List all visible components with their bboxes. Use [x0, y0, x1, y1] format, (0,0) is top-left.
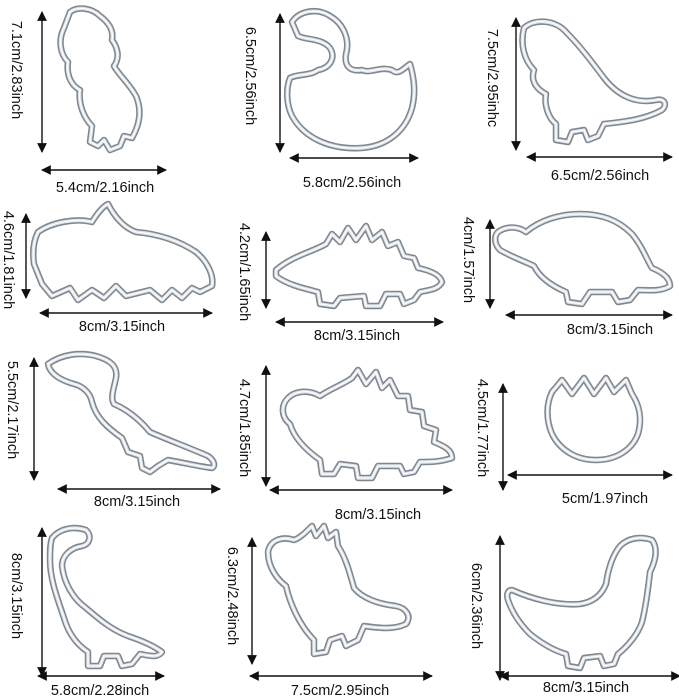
dimensions-brachiosaurus: 8cm/3.15inch 5.8cm/2.28inch: [8, 527, 165, 698]
cutter-outline-metal: [31, 202, 215, 302]
cutter-outline-highlight: [59, 7, 141, 151]
cookie-cutter-raptor: [44, 350, 218, 476]
cutter-outline-highlight: [32, 203, 213, 301]
height-label: 6.3cm/2.48inch: [224, 547, 240, 645]
cutter-outline-highlight: [282, 369, 453, 479]
dimensions-diplodocus: 6cm/2.36inch 8cm/3.15inch: [468, 535, 679, 696]
cutter-outline-metal: [46, 352, 216, 474]
cutter-outline-shadow: [284, 7, 418, 152]
cookie-cutter-brachiosaurus: [46, 524, 166, 670]
cutter-outline-shadow: [519, 18, 669, 146]
cookie-cutter-stegosaurus-spiky: [279, 366, 456, 482]
height-label: 6cm/2.36inch: [468, 563, 484, 649]
cookie-cutter-triceratops: [29, 200, 216, 304]
width-label: 8cm/3.15inch: [543, 680, 629, 696]
dimensions-raptor: 5.5cm/2.17inch 8cm/3.15inch: [4, 357, 221, 510]
width-label: 8cm/3.15inch: [335, 507, 421, 523]
cutter-outline-highlight: [546, 377, 641, 461]
height-label: 4.7cm/1.85inch: [236, 379, 252, 477]
dimensions-turtle-dino: 4cm/1.57inch 8cm/3.15inch: [460, 217, 673, 338]
cutter-outline-highlight: [506, 537, 657, 669]
height-label: 4.2cm/1.65inch: [236, 223, 252, 321]
dimensions-trex-adult: 7.5cm/2.95inhc 6.5cm/2.56inch: [484, 17, 673, 184]
cutter-outline-metal: [285, 9, 416, 150]
cutter-shapes: [29, 5, 674, 672]
height-label: 4.5cm/1.77inch: [474, 379, 490, 477]
cutter-outline-highlight: [47, 353, 215, 473]
width-label: 7.5cm/2.95inch: [291, 683, 389, 698]
width-label: 8cm/3.15inch: [79, 319, 165, 335]
cutter-outline-shadow: [29, 200, 216, 304]
cookie-cutter-dino-hatching-egg: [284, 7, 418, 152]
cutter-outline-highlight: [49, 527, 163, 667]
width-label: 8cm/3.15inch: [94, 494, 180, 510]
dimensions-stegosaurus-spiky: 4.7cm/1.85inch 8cm/3.15inch: [236, 365, 453, 523]
cookie-cutter-baby-dino-spiky: [264, 522, 412, 658]
dimensions-triceratops: 4.6cm/1.81inch 8cm/3.15inch: [0, 211, 213, 335]
width-label: 8cm/3.15inch: [314, 328, 400, 344]
dimensions-stegosaurus: 4.2cm/1.65inch 8cm/3.15inch: [236, 223, 444, 344]
cutter-outline-highlight: [267, 525, 409, 655]
width-label: 5cm/1.97inch: [562, 491, 648, 507]
height-label: 4.6cm/1.81inch: [0, 211, 16, 309]
width-label: 6.5cm/2.56inch: [551, 168, 649, 184]
cutter-outline-highlight: [521, 21, 666, 143]
cutter-outline-shadow: [57, 5, 143, 154]
dimensions-baby-dino-spiky: 6.3cm/2.48inch 7.5cm/2.95inch: [224, 537, 433, 698]
cutter-outline-highlight: [275, 225, 443, 307]
cookie-cutter-cracked-egg: [544, 374, 644, 464]
cookie-cutter-diplodocus: [503, 534, 659, 672]
height-label: 7.1cm/2.83inch: [8, 21, 24, 119]
height-label: 4cm/1.57inch: [460, 217, 476, 303]
dimensions-trex-baby: 7.1cm/2.83inch 5.4cm/2.16inch: [8, 11, 167, 196]
height-label: 6.5cm/2.56inch: [242, 27, 258, 125]
dimensions-dino-hatching-egg: 6.5cm/2.56inch 5.8cm/2.56inch: [242, 13, 419, 191]
height-label: 7.5cm/2.95inhc: [484, 29, 500, 127]
cookie-cutter-stegosaurus: [272, 222, 446, 310]
width-label: 5.8cm/2.28inch: [51, 683, 149, 698]
height-label: 8cm/3.15inch: [8, 553, 24, 639]
width-label: 8cm/3.15inch: [567, 322, 653, 338]
cutter-outline-highlight: [494, 213, 671, 305]
cutter-outline-shadow: [46, 524, 166, 670]
cookie-cutter-trex-baby: [57, 5, 143, 154]
cookie-cutter-trex-adult: [519, 18, 669, 146]
height-label: 5.5cm/2.17inch: [4, 361, 20, 459]
width-label: 5.4cm/2.16inch: [56, 180, 154, 196]
width-label: 5.8cm/2.56inch: [303, 175, 401, 191]
cutter-outline-metal: [505, 536, 658, 670]
dimension-annotations: 7.1cm/2.83inch 5.4cm/2.16inch 6.5cm/2.56in…: [0, 11, 679, 698]
dimensions-cracked-egg: 4.5cm/1.77inch 5cm/1.97inch: [474, 379, 673, 507]
cutter-outline-highlight: [286, 10, 415, 149]
cutter-outline-metal: [520, 20, 667, 144]
cookie-cutter-turtle-dino: [492, 210, 674, 308]
